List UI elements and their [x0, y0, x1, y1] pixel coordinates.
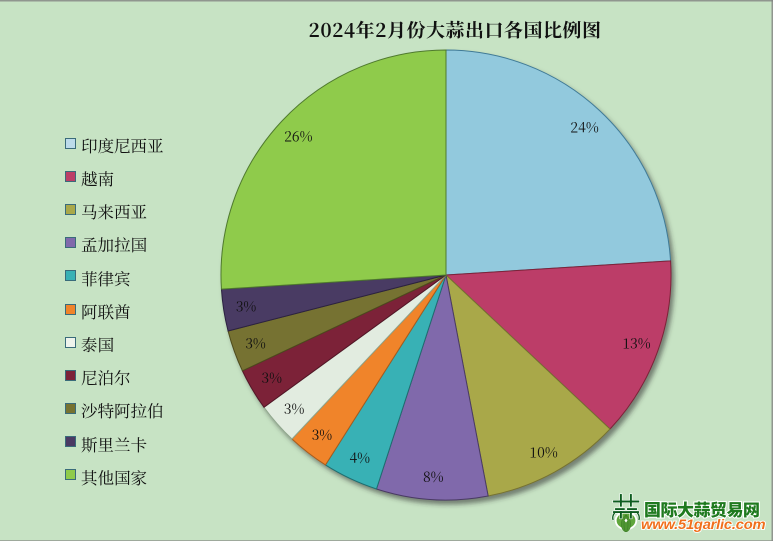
- svg-text:3%: 3%: [284, 399, 305, 419]
- svg-text:4%: 4%: [349, 448, 370, 468]
- svg-text:10%: 10%: [529, 443, 557, 463]
- svg-text:26%: 26%: [284, 126, 312, 146]
- svg-text:24%: 24%: [570, 117, 598, 137]
- svg-text:3%: 3%: [312, 425, 333, 445]
- svg-text:13%: 13%: [622, 334, 650, 354]
- svg-text:3%: 3%: [261, 368, 282, 388]
- svg-text:8%: 8%: [423, 467, 444, 487]
- svg-text:3%: 3%: [236, 297, 257, 317]
- svg-text:3%: 3%: [245, 334, 266, 354]
